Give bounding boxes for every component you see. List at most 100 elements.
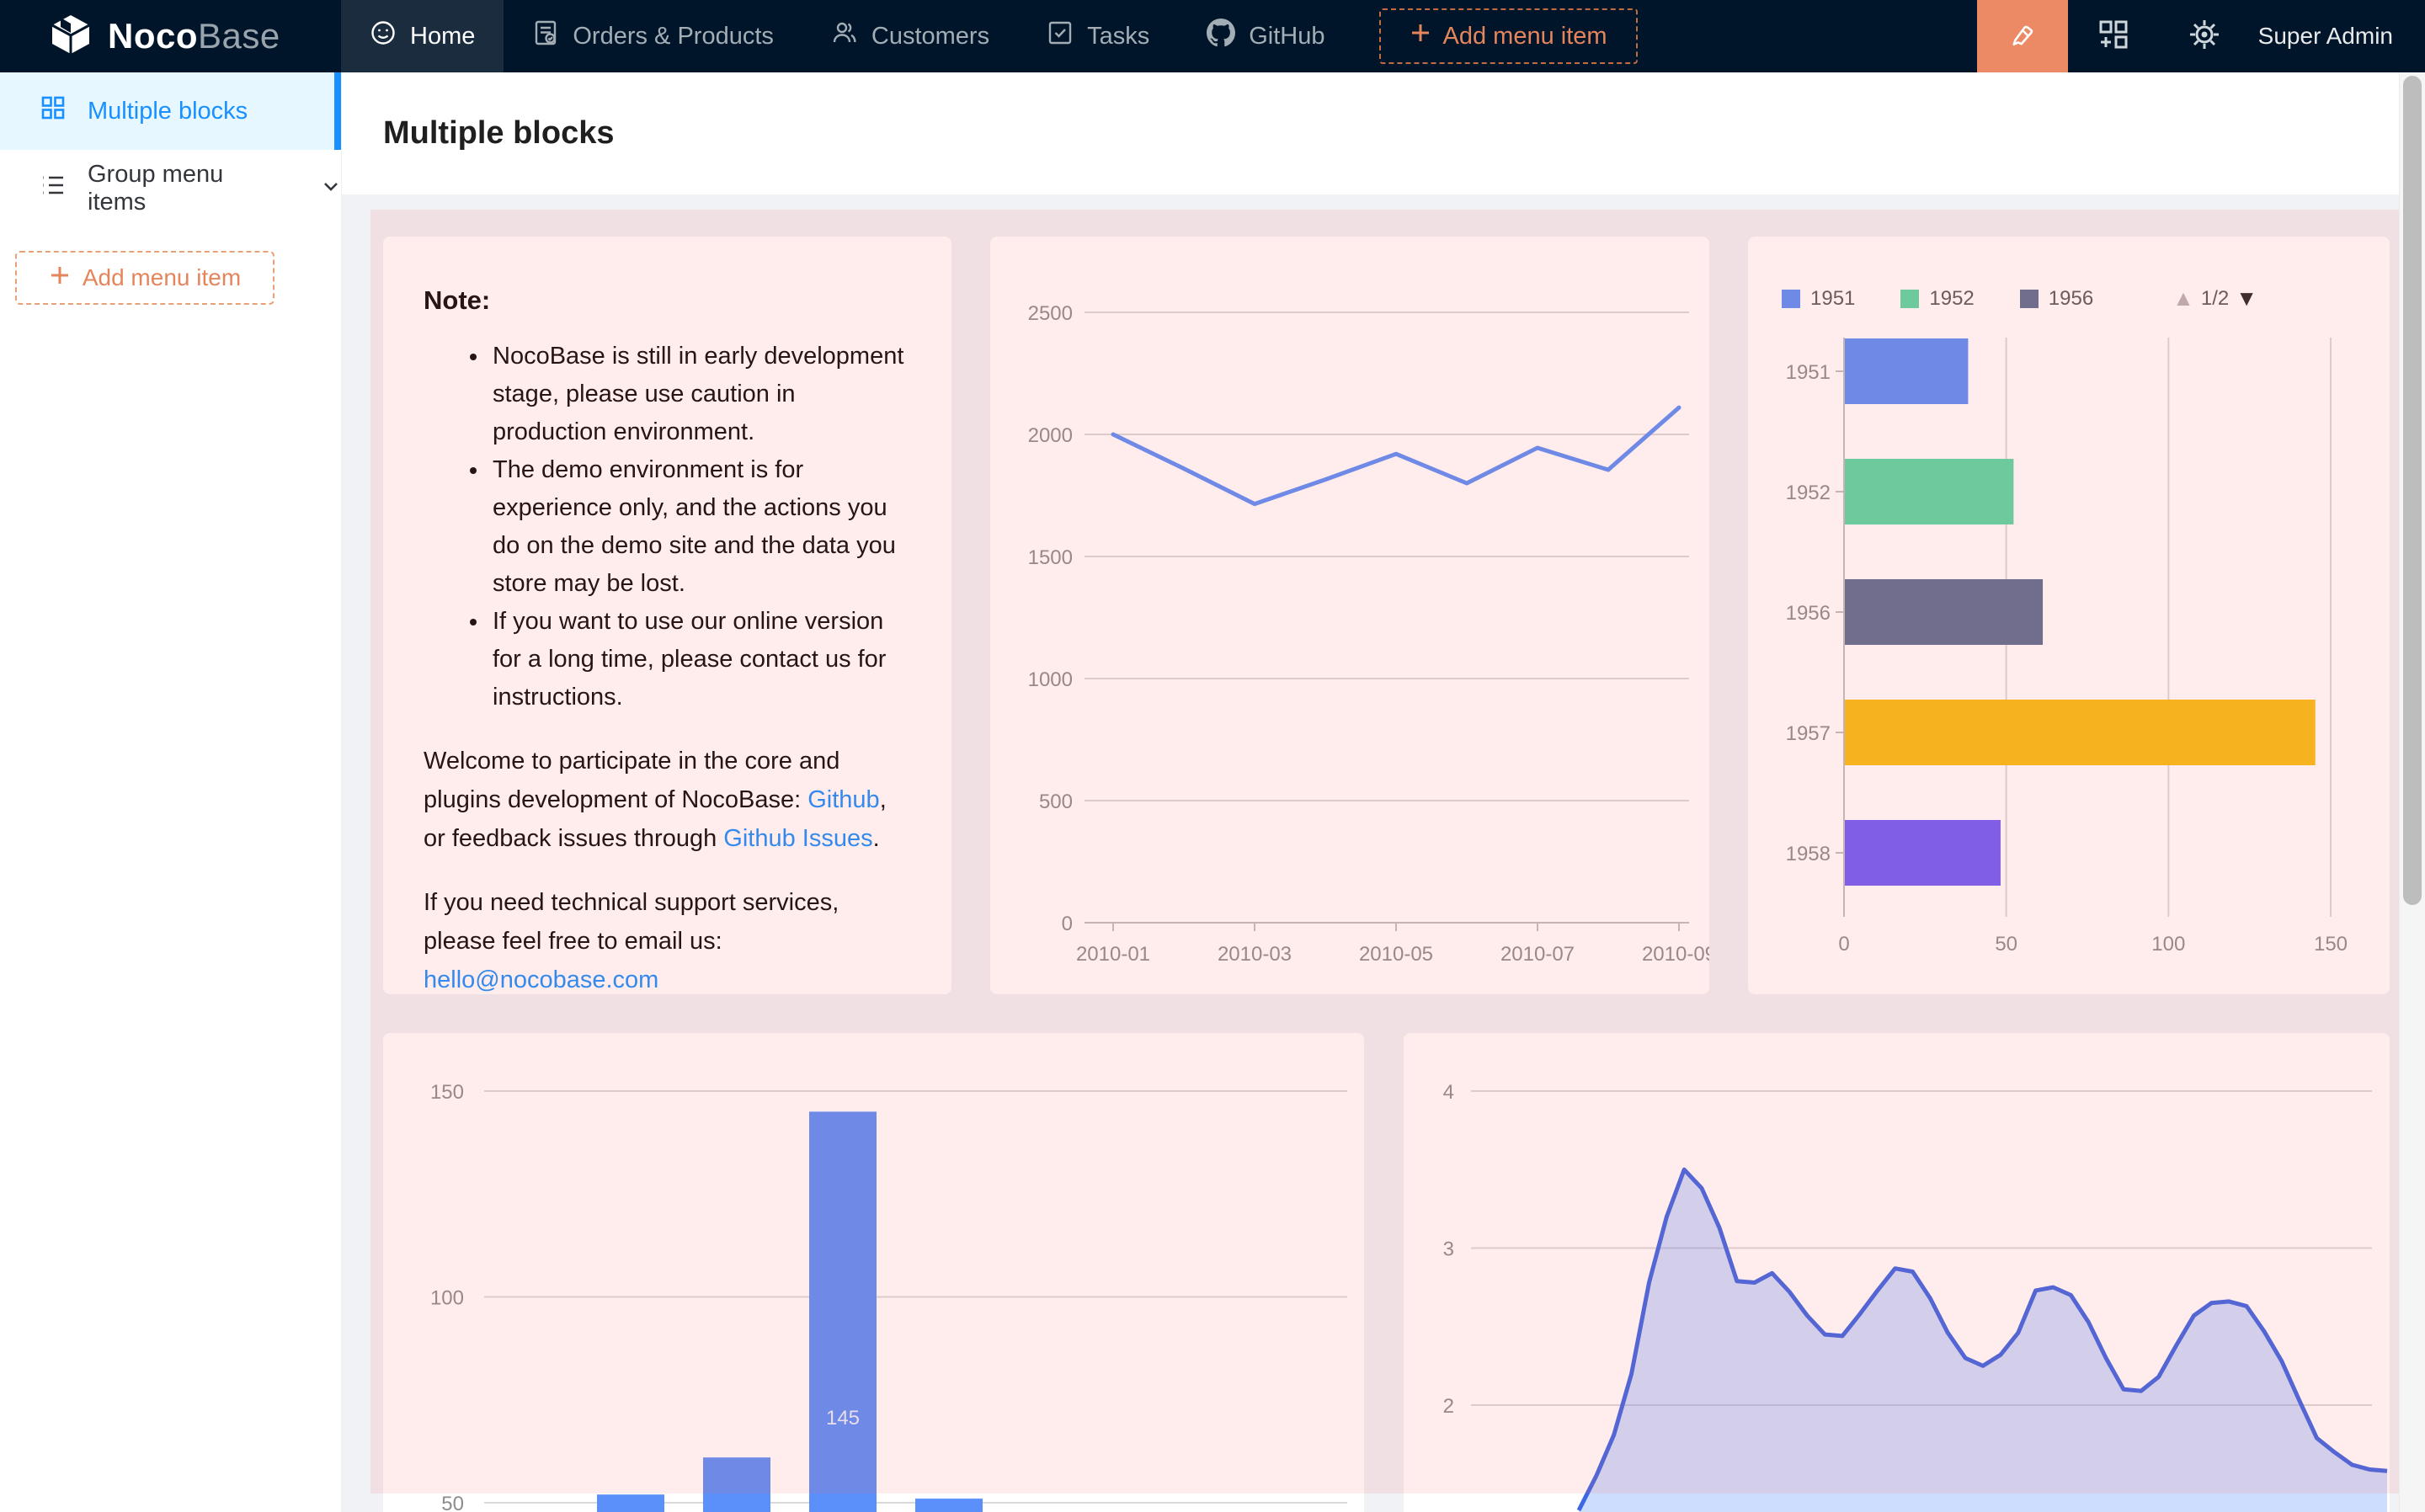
svg-text:1956: 1956 (1786, 602, 1831, 625)
nav-item-label: GitHub (1249, 22, 1325, 50)
svg-text:2010-01: 2010-01 (1076, 943, 1150, 966)
svg-text:2010-09: 2010-09 (1642, 943, 1709, 966)
sidebar: Multiple blocks Group menu items Add menu… (0, 72, 342, 1512)
line-chart-block: 0 500 1000 1500 2000 2500 2010-01 2010-03 2010-0… (990, 237, 1709, 994)
legend-swatch (1782, 289, 1800, 308)
tasks-icon (1047, 19, 1074, 53)
svg-text:100: 100 (2151, 933, 2185, 956)
note-welcome-paragraph: Welcome to participate in the core and p… (424, 742, 908, 858)
nav-item-customers[interactable]: Customers (802, 0, 1018, 72)
note-text: If you need technical support services, … (424, 889, 839, 955)
sidebar-add-menu-item-button[interactable]: Add menu item (15, 251, 274, 305)
note-bullet: The demo environment is for experience o… (489, 451, 908, 603)
sidebar-item-label: Group menu items (88, 161, 224, 216)
svg-text:4: 4 (1443, 1081, 1454, 1104)
scrollbar-thumb[interactable] (2403, 76, 2422, 905)
note-text: , or feedback issues through (424, 786, 887, 852)
legend-item-1951[interactable]: 1951 (1782, 287, 1855, 311)
column-chart: 150 100 50 145 (430, 1081, 1347, 1512)
gear-icon (2188, 19, 2220, 55)
list-icon (40, 173, 66, 205)
svg-text:1951: 1951 (1786, 361, 1831, 384)
svg-text:50: 50 (1995, 933, 2017, 956)
note-bullet: If you want to use our online version fo… (489, 603, 908, 716)
user-menu[interactable]: Super Admin (2257, 23, 2393, 49)
svg-text:150: 150 (430, 1081, 464, 1104)
legend-page-up-icon[interactable]: ▲ (2172, 285, 2194, 311)
horizontal-bar-chart-block: 1951 1952 1956 ▲ 1/2 ▼ 0 50 100 150 1951 1952 19… (1748, 237, 2390, 994)
home-icon (370, 19, 397, 53)
nocobase-logo[interactable]: NocoBase (0, 0, 341, 72)
page-header: Multiple blocks (341, 72, 2400, 194)
nav-item-label: Home (410, 22, 476, 50)
svg-text:150: 150 (2314, 933, 2348, 956)
github-icon (1207, 19, 1236, 54)
svg-text:500: 500 (1039, 791, 1073, 813)
svg-text:2: 2 (1443, 1395, 1454, 1418)
nav-item-home[interactable]: Home (341, 0, 504, 72)
horizontal-bar-chart: 0 50 100 150 1951 1952 1956 1957 1958 (1786, 338, 2348, 956)
page-title: Multiple blocks (383, 115, 615, 151)
svg-text:2000: 2000 (1028, 424, 1073, 447)
legend-swatch (2019, 289, 2039, 308)
highlighter-pen-icon (2006, 18, 2039, 56)
top-navbar: NocoBase Home Orders & Products Customers T… (0, 0, 2425, 72)
markdown-note-block: Note: NocoBase is still in early develop… (383, 237, 951, 994)
svg-text:2010-07: 2010-07 (1500, 943, 1575, 966)
plus-icon (1410, 22, 1431, 51)
plus-icon (49, 264, 71, 292)
legend-pagination: ▲ 1/2 ▼ (2172, 285, 2257, 311)
legend-label: 1952 (1929, 286, 1975, 310)
sidebar-item-group-menu-items[interactable]: Group menu items (0, 150, 341, 227)
svg-text:1000: 1000 (1028, 668, 1073, 691)
chevron-down-icon (321, 175, 341, 203)
sidebar-item-multiple-blocks[interactable]: Multiple blocks (0, 72, 341, 150)
note-support-paragraph: If you need technical support services, … (424, 883, 908, 994)
logo-text: NocoBase (108, 16, 280, 56)
svg-text:2010-05: 2010-05 (1359, 943, 1433, 966)
svg-text:145: 145 (826, 1407, 860, 1429)
note-text: Welcome to participate in the core and p… (424, 748, 840, 813)
content-zone: Note: NocoBase is still in early develop… (370, 210, 2400, 1512)
line-chart: 0 500 1000 1500 2000 2500 2010-01 2010-03 2010-0… (1028, 302, 1709, 966)
legend-page-down-icon[interactable]: ▼ (2236, 285, 2258, 311)
legend-swatch (1900, 289, 1920, 308)
ui-editor-grid-plus-icon (2098, 19, 2129, 54)
ui-editor-button[interactable] (2068, 0, 2159, 72)
legend-item-1956[interactable]: 1956 (2019, 286, 2094, 311)
note-link-github-issues[interactable]: Github Issues (723, 825, 873, 852)
svg-text:1500: 1500 (1028, 546, 1073, 569)
note-link-hello-nocobase-com[interactable]: hello@nocobase.com (424, 966, 659, 993)
orders-icon (532, 19, 559, 53)
logo-cube-icon (49, 13, 108, 61)
customers-icon (831, 19, 858, 53)
note-link-github[interactable]: Github (807, 786, 880, 813)
svg-text:0: 0 (1838, 933, 1849, 956)
area-chart: 4 3 2 (1443, 1081, 2388, 1512)
svg-text:100: 100 (430, 1287, 464, 1310)
note-heading: Note: (424, 285, 491, 315)
nav-add-menu-item-button[interactable]: Add menu item (1378, 8, 1638, 64)
designer-highlighter-button[interactable] (1976, 0, 2068, 72)
svg-text:2500: 2500 (1028, 302, 1073, 325)
bar-chart-legend: 1951 1952 1956 ▲ 1/2 ▼ (1782, 285, 2373, 311)
nav-item-label: Customers (871, 22, 990, 50)
note-text: . (872, 825, 880, 852)
blocks-grid-icon (40, 95, 66, 127)
nav-item-orders-products[interactable]: Orders & Products (504, 0, 802, 72)
nav-item-github[interactable]: GitHub (1178, 0, 1353, 72)
svg-text:1957: 1957 (1786, 722, 1831, 745)
legend-label: 1956 (2048, 286, 2094, 310)
nav-tabs: Home Orders & Products Customers Tasks GitHu… (341, 0, 1354, 72)
settings-button[interactable] (2159, 0, 2250, 72)
svg-text:0: 0 (1062, 913, 1073, 935)
legend-item-1952[interactable]: 1952 (1900, 286, 1975, 311)
nav-item-label: Orders & Products (573, 22, 774, 50)
legend-page-indicator: 1/2 (2200, 286, 2230, 310)
note-bullet-list: NocoBase is still in early development s… (424, 338, 908, 716)
nav-item-tasks[interactable]: Tasks (1018, 0, 1178, 72)
legend-label: 1951 (1810, 286, 1856, 310)
navbar-right: Super Admin (1976, 0, 2425, 72)
vertical-scrollbar (2399, 72, 2425, 1512)
nav-add-menu-item-label: Add menu item (1442, 22, 1607, 50)
